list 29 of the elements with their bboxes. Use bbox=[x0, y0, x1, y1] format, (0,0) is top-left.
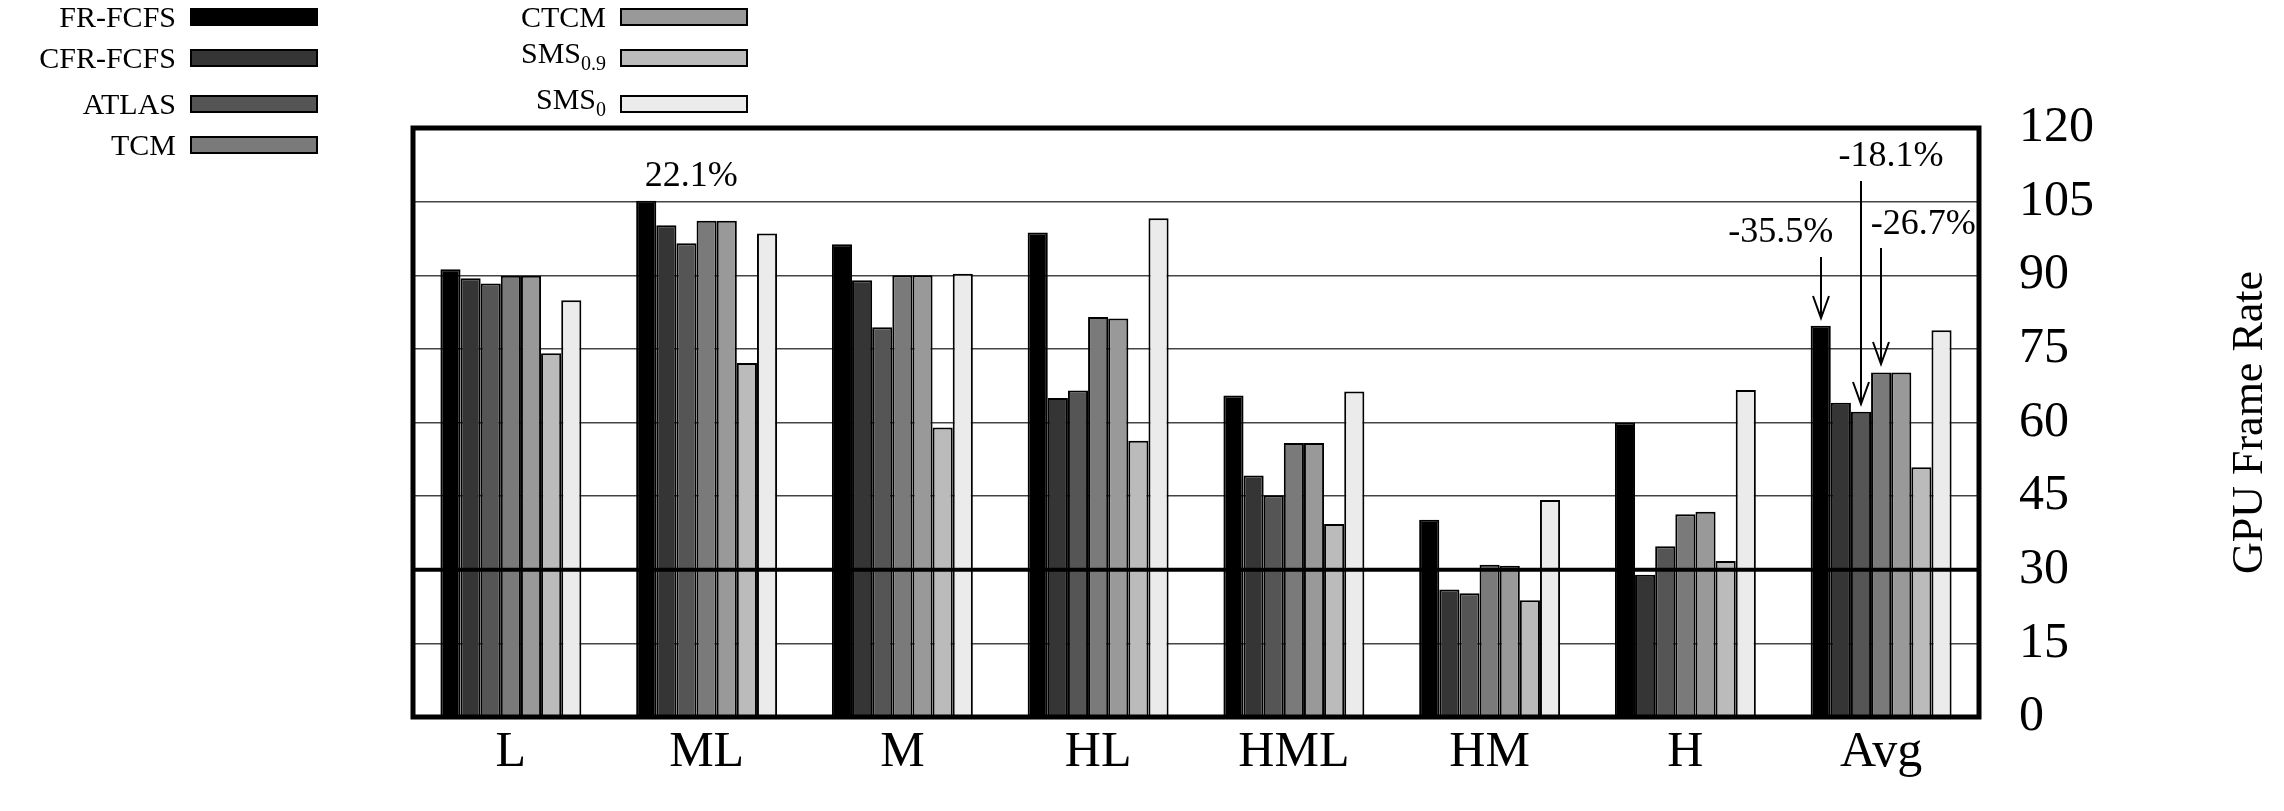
y-tick-label: 105 bbox=[2019, 169, 2094, 226]
x-tick-label: M bbox=[880, 721, 925, 778]
x-tick-label: ML bbox=[669, 721, 745, 778]
x-tick-label: HM bbox=[1449, 721, 1530, 778]
x-tick-label: HL bbox=[1064, 721, 1132, 778]
legend-label: FR-FCFS bbox=[58, 0, 177, 34]
y-tick-label: 75 bbox=[2019, 317, 2069, 373]
y-axis-title: GPU Frame Rate bbox=[2222, 270, 2272, 575]
y-tick-label: 30 bbox=[2019, 537, 2069, 594]
y-tick-label: 15 bbox=[2019, 611, 2069, 668]
legend-label: CTCM bbox=[519, 0, 607, 34]
y-tick-label: 120 bbox=[2019, 96, 2094, 153]
y-tick-label: 45 bbox=[2019, 464, 2069, 521]
y-tick-label: 60 bbox=[2019, 390, 2069, 447]
annotation: -18.1% bbox=[1838, 134, 1944, 175]
y-tick-label: 90 bbox=[2019, 243, 2069, 300]
legend-label: SMS$_{0.9}$ bbox=[519, 36, 607, 76]
x-tick-label: L bbox=[495, 721, 527, 778]
legend-label: ATLAS bbox=[81, 87, 177, 121]
annotation: -26.7% bbox=[1870, 201, 1976, 242]
legend-label: TCM bbox=[110, 128, 177, 162]
annotation: 22.1% bbox=[644, 154, 738, 195]
x-tick-label: Avg bbox=[1839, 721, 1923, 778]
x-tick-label: H bbox=[1667, 721, 1704, 778]
y-tick-label: 0 bbox=[2019, 685, 2044, 742]
annotation: -35.5% bbox=[1728, 210, 1834, 251]
legend-label: CFR-FCFS bbox=[38, 41, 177, 75]
x-tick-label: HML bbox=[1238, 721, 1350, 778]
legend-label: SMS$_{0}$ bbox=[534, 82, 607, 122]
